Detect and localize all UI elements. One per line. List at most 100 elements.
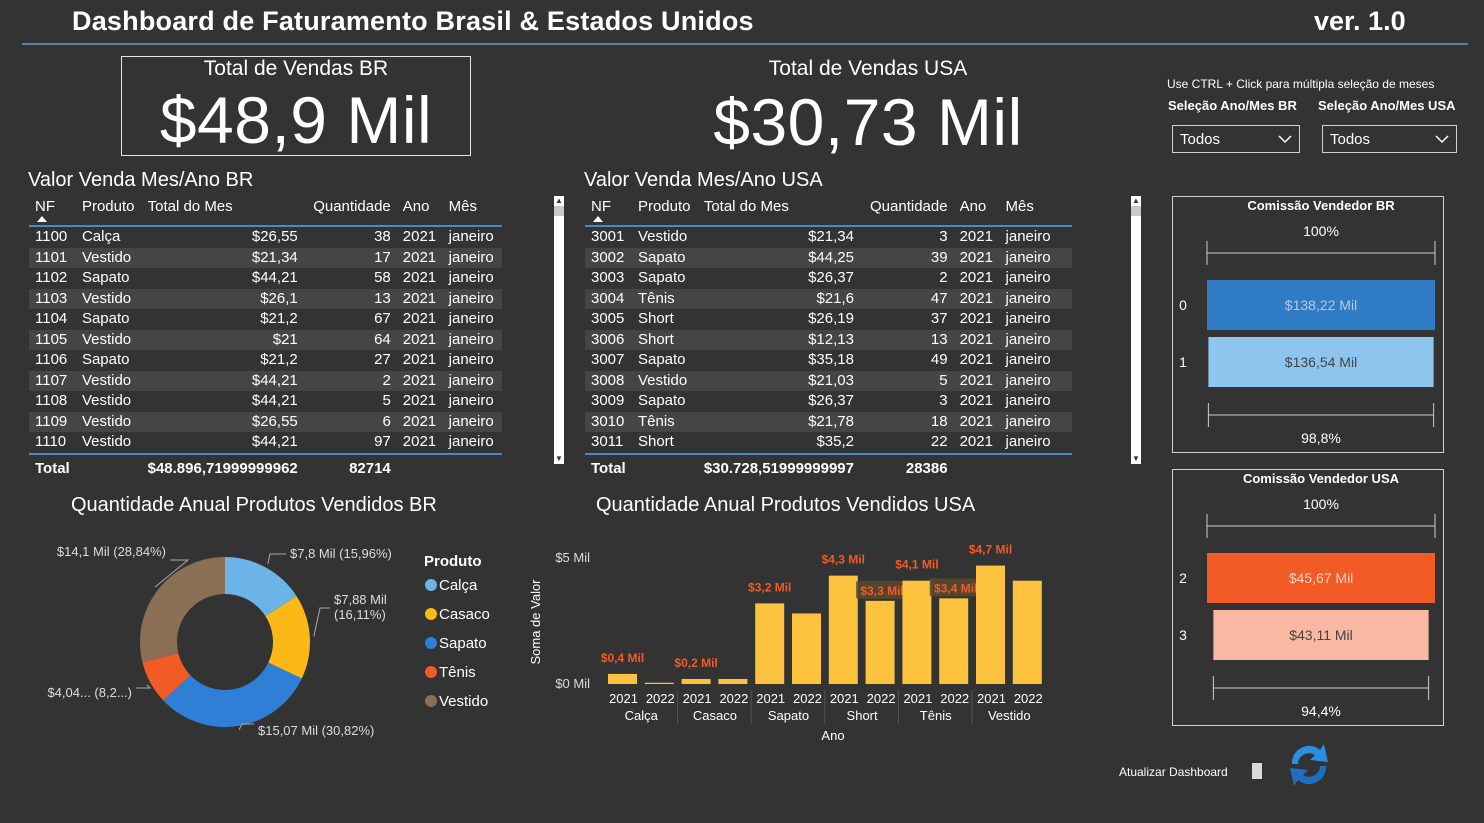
bar-tênis-2021[interactable] xyxy=(902,580,932,684)
scroll-up-icon[interactable]: ▲ xyxy=(555,196,563,205)
table-row[interactable]: 1108 Vestido $44,21 5 2021 janeiro xyxy=(29,391,502,412)
cell-produto: Vestido xyxy=(75,411,142,432)
bar-calça-2022[interactable] xyxy=(644,682,674,684)
table-total-row: Total $30.728,51999999997 28386 xyxy=(585,452,1072,483)
column-header-mes[interactable]: Mês xyxy=(999,195,1072,227)
table-row[interactable]: 3009 Sapato $26,37 3 2021 janeiro xyxy=(585,391,1072,412)
table-usa-scrollbar[interactable]: ▲ ▼ xyxy=(1131,196,1141,464)
slicer-br-dropdown[interactable]: Todos xyxy=(1172,125,1300,153)
table-row[interactable]: 1101 Vestido $21,34 17 2021 janeiro xyxy=(29,247,502,268)
pie-slice-calça[interactable] xyxy=(225,557,297,617)
commission-bar-0[interactable] xyxy=(1207,280,1435,330)
refresh-toggle[interactable] xyxy=(1252,763,1262,779)
scroll-thumb[interactable] xyxy=(1131,206,1141,216)
table-row[interactable]: 3011 Short $35,2 22 2021 janeiro xyxy=(585,432,1072,454)
cell-mes: janeiro xyxy=(999,288,1072,309)
table-br-scrollbar[interactable]: ▲ ▼ xyxy=(554,196,564,464)
pie-slice-tênis[interactable] xyxy=(142,653,191,701)
sort-ascending-icon[interactable] xyxy=(593,216,603,222)
column-header-ano[interactable]: Ano xyxy=(953,195,1000,227)
table-row[interactable]: 1109 Vestido $26,55 6 2021 janeiro xyxy=(29,411,502,432)
slicer-usa-dropdown[interactable]: Todos xyxy=(1322,125,1457,153)
cell-ano: 2021 xyxy=(396,288,443,309)
table-row[interactable]: 1110 Vestido $44,21 97 2021 janeiro xyxy=(29,432,502,454)
cell-mes: janeiro xyxy=(448,269,494,286)
column-header-produto[interactable]: Produto xyxy=(631,195,698,227)
y-tick-label: $5 Mil xyxy=(555,550,590,565)
cell-produto: Vestido xyxy=(75,288,142,309)
bar-short-2021[interactable] xyxy=(828,575,858,684)
cell-nf: 1109 xyxy=(29,411,76,432)
pie-slice-vestido[interactable] xyxy=(140,557,225,663)
pie-slice-casaco[interactable] xyxy=(265,596,310,679)
table-row[interactable]: 1103 Vestido $26,1 13 2021 janeiro xyxy=(29,288,502,309)
bar-short-2022[interactable] xyxy=(865,600,895,684)
column-header-total-do-mes[interactable]: Total do Mes xyxy=(141,195,304,227)
legend-item-casaco[interactable]: Casaco xyxy=(439,606,490,623)
column-header-ano[interactable]: Ano xyxy=(396,195,443,227)
commission-bar-2[interactable] xyxy=(1207,553,1435,603)
bar-sapato-2022[interactable] xyxy=(792,613,821,684)
column-header-total-do-mes[interactable]: Total do Mes xyxy=(697,195,860,227)
table-row[interactable]: 1102 Sapato $44,21 58 2021 janeiro xyxy=(29,268,502,289)
x-tick-label: 2022 xyxy=(867,691,896,706)
legend-item-calça[interactable]: Calça xyxy=(439,577,478,594)
cell-quantidade: 6 xyxy=(303,411,397,432)
scroll-up-icon[interactable]: ▲ xyxy=(1132,196,1140,205)
column-header-nf[interactable]: NF xyxy=(585,195,632,227)
bar-vestido-2021[interactable] xyxy=(976,565,1005,684)
cell-nf: 1101 xyxy=(29,247,76,268)
bar-casaco-2021[interactable] xyxy=(681,678,711,684)
cell-nf: 1105 xyxy=(29,329,76,350)
column-header-mes[interactable]: Mês xyxy=(442,195,502,227)
commission-bar-1[interactable] xyxy=(1208,337,1434,387)
scroll-down-icon[interactable]: ▼ xyxy=(555,454,563,463)
cell-total-do-mes: $21,2 xyxy=(260,310,298,327)
cell-total-do-mes: $44,21 xyxy=(251,269,298,286)
table-row[interactable]: 3010 Tênis $21,78 18 2021 janeiro xyxy=(585,411,1072,432)
table-row[interactable]: 3007 Sapato $35,18 49 2021 janeiro xyxy=(585,350,1072,371)
bar-casaco-2022[interactable] xyxy=(718,678,748,684)
commission-bottom-label: 98,8% xyxy=(1301,430,1341,446)
cell-quantidade: 5 xyxy=(859,370,954,391)
bar-tênis-2022[interactable] xyxy=(939,598,969,684)
table-row[interactable]: 3004 Tênis $21,6 47 2021 janeiro xyxy=(585,288,1072,309)
sort-ascending-icon[interactable] xyxy=(37,216,47,222)
table-row[interactable]: 3001 Vestido $21,34 3 2021 janeiro xyxy=(585,226,1072,248)
legend-item-sapato[interactable]: Sapato xyxy=(439,635,487,652)
table-row[interactable]: 1106 Sapato $21,2 27 2021 janeiro xyxy=(29,350,502,371)
bar-calça-2021[interactable] xyxy=(608,673,637,684)
column-header-quantidade[interactable]: Quantidade xyxy=(303,195,397,227)
scroll-thumb[interactable] xyxy=(554,206,564,216)
legend-item-vestido[interactable]: Vestido xyxy=(439,693,488,710)
table-row[interactable]: 3006 Short $12,13 13 2021 janeiro xyxy=(585,329,1072,350)
table-row[interactable]: 1105 Vestido $21 64 2021 janeiro xyxy=(29,329,502,350)
table-row[interactable]: 3008 Vestido $21,03 5 2021 janeiro xyxy=(585,370,1072,391)
cell-nf: 3010 xyxy=(585,411,632,432)
column-header-nf[interactable]: NF xyxy=(29,195,76,227)
refresh-icon[interactable] xyxy=(1284,738,1334,792)
table-row[interactable]: 1104 Sapato $21,2 67 2021 janeiro xyxy=(29,309,502,330)
cell-quantidade: 27 xyxy=(374,351,391,368)
table-row[interactable]: 3003 Sapato $26,37 2 2021 janeiro xyxy=(585,268,1072,289)
cell-mes: janeiro xyxy=(1005,269,1051,286)
bar-sapato-2021[interactable] xyxy=(755,603,785,684)
bar-vestido-2022[interactable] xyxy=(1012,580,1042,684)
scroll-down-icon[interactable]: ▼ xyxy=(1132,454,1140,463)
commission-bar-3[interactable] xyxy=(1213,610,1429,660)
pie-slice-sapato[interactable] xyxy=(163,662,302,727)
table-row[interactable]: 1107 Vestido $44,21 2 2021 janeiro xyxy=(29,370,502,391)
column-header-produto[interactable]: Produto xyxy=(75,195,142,227)
cell-ano: 2021 xyxy=(402,310,437,327)
column-header-quantidade[interactable]: Quantidade xyxy=(859,195,954,227)
cell-mes: janeiro xyxy=(999,370,1072,391)
commission-title: Comissão Vendedor USA xyxy=(1243,471,1400,486)
cell-produto: Sapato xyxy=(631,247,698,268)
cell-nf: 3003 xyxy=(591,269,625,286)
table-row[interactable]: 3005 Short $26,19 37 2021 janeiro xyxy=(585,309,1072,330)
refresh-label: Atualizar Dashboard xyxy=(1119,765,1228,779)
table-row[interactable]: 1100 Calça $26,55 38 2021 janeiro xyxy=(29,226,502,248)
table-row[interactable]: 3002 Sapato $44,25 39 2021 janeiro xyxy=(585,247,1072,268)
legend-item-tênis[interactable]: Tênis xyxy=(439,664,476,681)
cell-produto: Short xyxy=(637,433,674,450)
